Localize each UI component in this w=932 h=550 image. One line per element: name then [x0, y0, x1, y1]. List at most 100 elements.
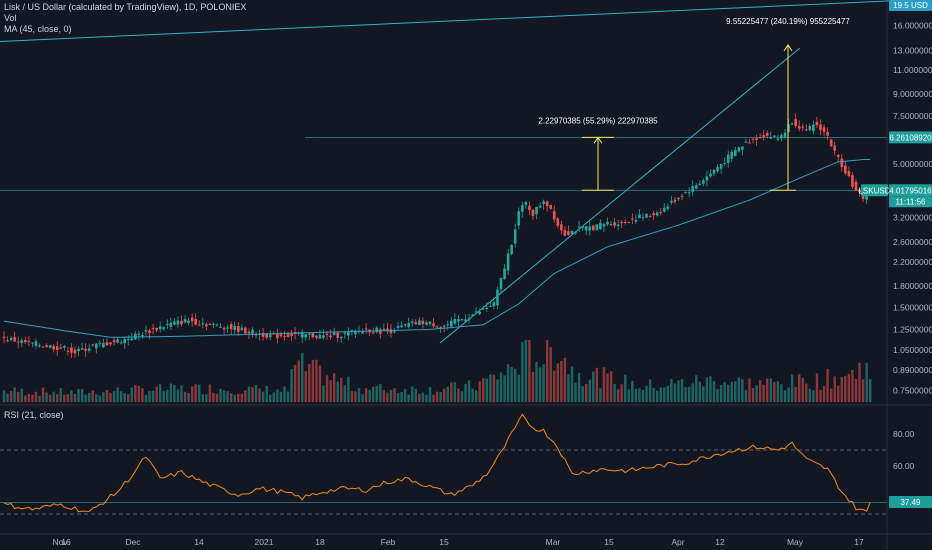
volume-bar — [545, 340, 549, 402]
volume-bar — [428, 387, 432, 402]
candle-body — [513, 229, 517, 244]
candle-body — [794, 119, 797, 126]
volume-bar — [478, 381, 481, 402]
volume-bar — [450, 382, 453, 402]
volume-legend: Vol — [4, 13, 17, 23]
volume-bar — [758, 380, 762, 402]
candle-body — [332, 332, 336, 336]
candle-body — [698, 183, 702, 185]
candle-body — [851, 175, 854, 187]
volume-bar — [24, 395, 27, 402]
symbol-badge-bg — [861, 184, 888, 197]
top-axis-badge-bg — [889, 0, 932, 11]
candle-body — [80, 348, 84, 350]
candle-body — [336, 332, 339, 338]
candle-body — [425, 322, 428, 325]
volume-bar — [304, 371, 307, 402]
volume-bar — [645, 385, 648, 402]
trendline-top — [0, 0, 922, 42]
volume-bar — [819, 389, 822, 402]
candle-body — [98, 342, 102, 344]
volume-bar — [684, 387, 687, 402]
volume-bar — [474, 390, 478, 402]
candle-body — [595, 224, 599, 230]
volume-bar — [801, 377, 804, 402]
volume-bar — [400, 391, 403, 402]
volume-bar — [215, 393, 219, 402]
candle-body — [574, 232, 577, 234]
volume-bar — [159, 384, 162, 402]
volume-bar — [315, 359, 318, 402]
date-tick-label: May — [787, 537, 804, 547]
candle-body — [567, 231, 570, 235]
volume-bar — [17, 392, 20, 402]
candle-body — [279, 334, 283, 337]
volume-bar — [670, 378, 673, 402]
candle-body — [70, 347, 73, 353]
candle-body — [2, 336, 6, 338]
candle-body — [524, 201, 528, 205]
candle-body — [723, 163, 726, 165]
volume-bar — [233, 394, 236, 402]
candle-body — [13, 337, 16, 342]
volume-bar — [482, 378, 485, 402]
volume-bar — [261, 391, 265, 402]
candle-body — [545, 201, 549, 207]
volume-bar — [102, 392, 105, 402]
candle-body — [655, 212, 659, 216]
candle-body — [702, 180, 705, 184]
candle-body — [414, 322, 418, 325]
candle-body — [563, 230, 567, 236]
volume-bar — [677, 380, 680, 402]
volume-bar — [137, 385, 141, 402]
date-tick-label: 15 — [439, 537, 449, 547]
candle-body — [552, 211, 556, 220]
volume-bar — [627, 389, 630, 402]
volume-bar — [244, 390, 247, 402]
volume-bar — [709, 376, 712, 402]
candle-body — [339, 337, 343, 339]
price-tick-label: 3.20000000 — [893, 212, 932, 222]
volume-bar — [95, 394, 98, 402]
volume-bar — [151, 390, 155, 402]
candle-body — [861, 193, 865, 199]
volume-bar — [357, 388, 361, 402]
candle-body — [105, 342, 109, 346]
candle-body — [59, 347, 63, 349]
volume-bar — [109, 392, 112, 402]
candle-body — [233, 325, 237, 330]
date-tick-label: 18 — [315, 537, 325, 547]
candle-body — [677, 197, 680, 200]
candle-body — [549, 204, 552, 209]
candle-body — [329, 335, 332, 338]
candle-body — [609, 224, 613, 226]
candle-body — [24, 339, 27, 343]
candle-body — [254, 334, 258, 336]
candle-body — [116, 339, 119, 343]
volume-bar — [514, 368, 517, 402]
volume-bar — [169, 383, 173, 402]
candle-body — [237, 326, 240, 332]
countdown-badge: 11:11:56 — [896, 197, 927, 206]
candle-body — [382, 329, 386, 331]
volume-bar — [308, 364, 311, 402]
volume-bar — [592, 371, 595, 402]
volume-bar — [553, 370, 556, 402]
candle-body — [87, 348, 91, 351]
candle-body — [308, 333, 311, 335]
volume-bar — [173, 384, 176, 402]
candle-body — [694, 185, 698, 189]
rsi-line — [3, 413, 871, 513]
volume-bar — [847, 373, 851, 402]
volume-bar — [290, 369, 293, 402]
candle-body — [240, 327, 244, 331]
candle-body — [84, 348, 87, 351]
candle-body — [453, 318, 457, 324]
volume-bar — [276, 389, 279, 402]
volume-bar — [510, 367, 513, 402]
date-tick-label: 14 — [194, 537, 204, 547]
volume-bar — [144, 394, 148, 402]
volume-bar — [577, 372, 581, 402]
volume-bar — [833, 376, 836, 402]
